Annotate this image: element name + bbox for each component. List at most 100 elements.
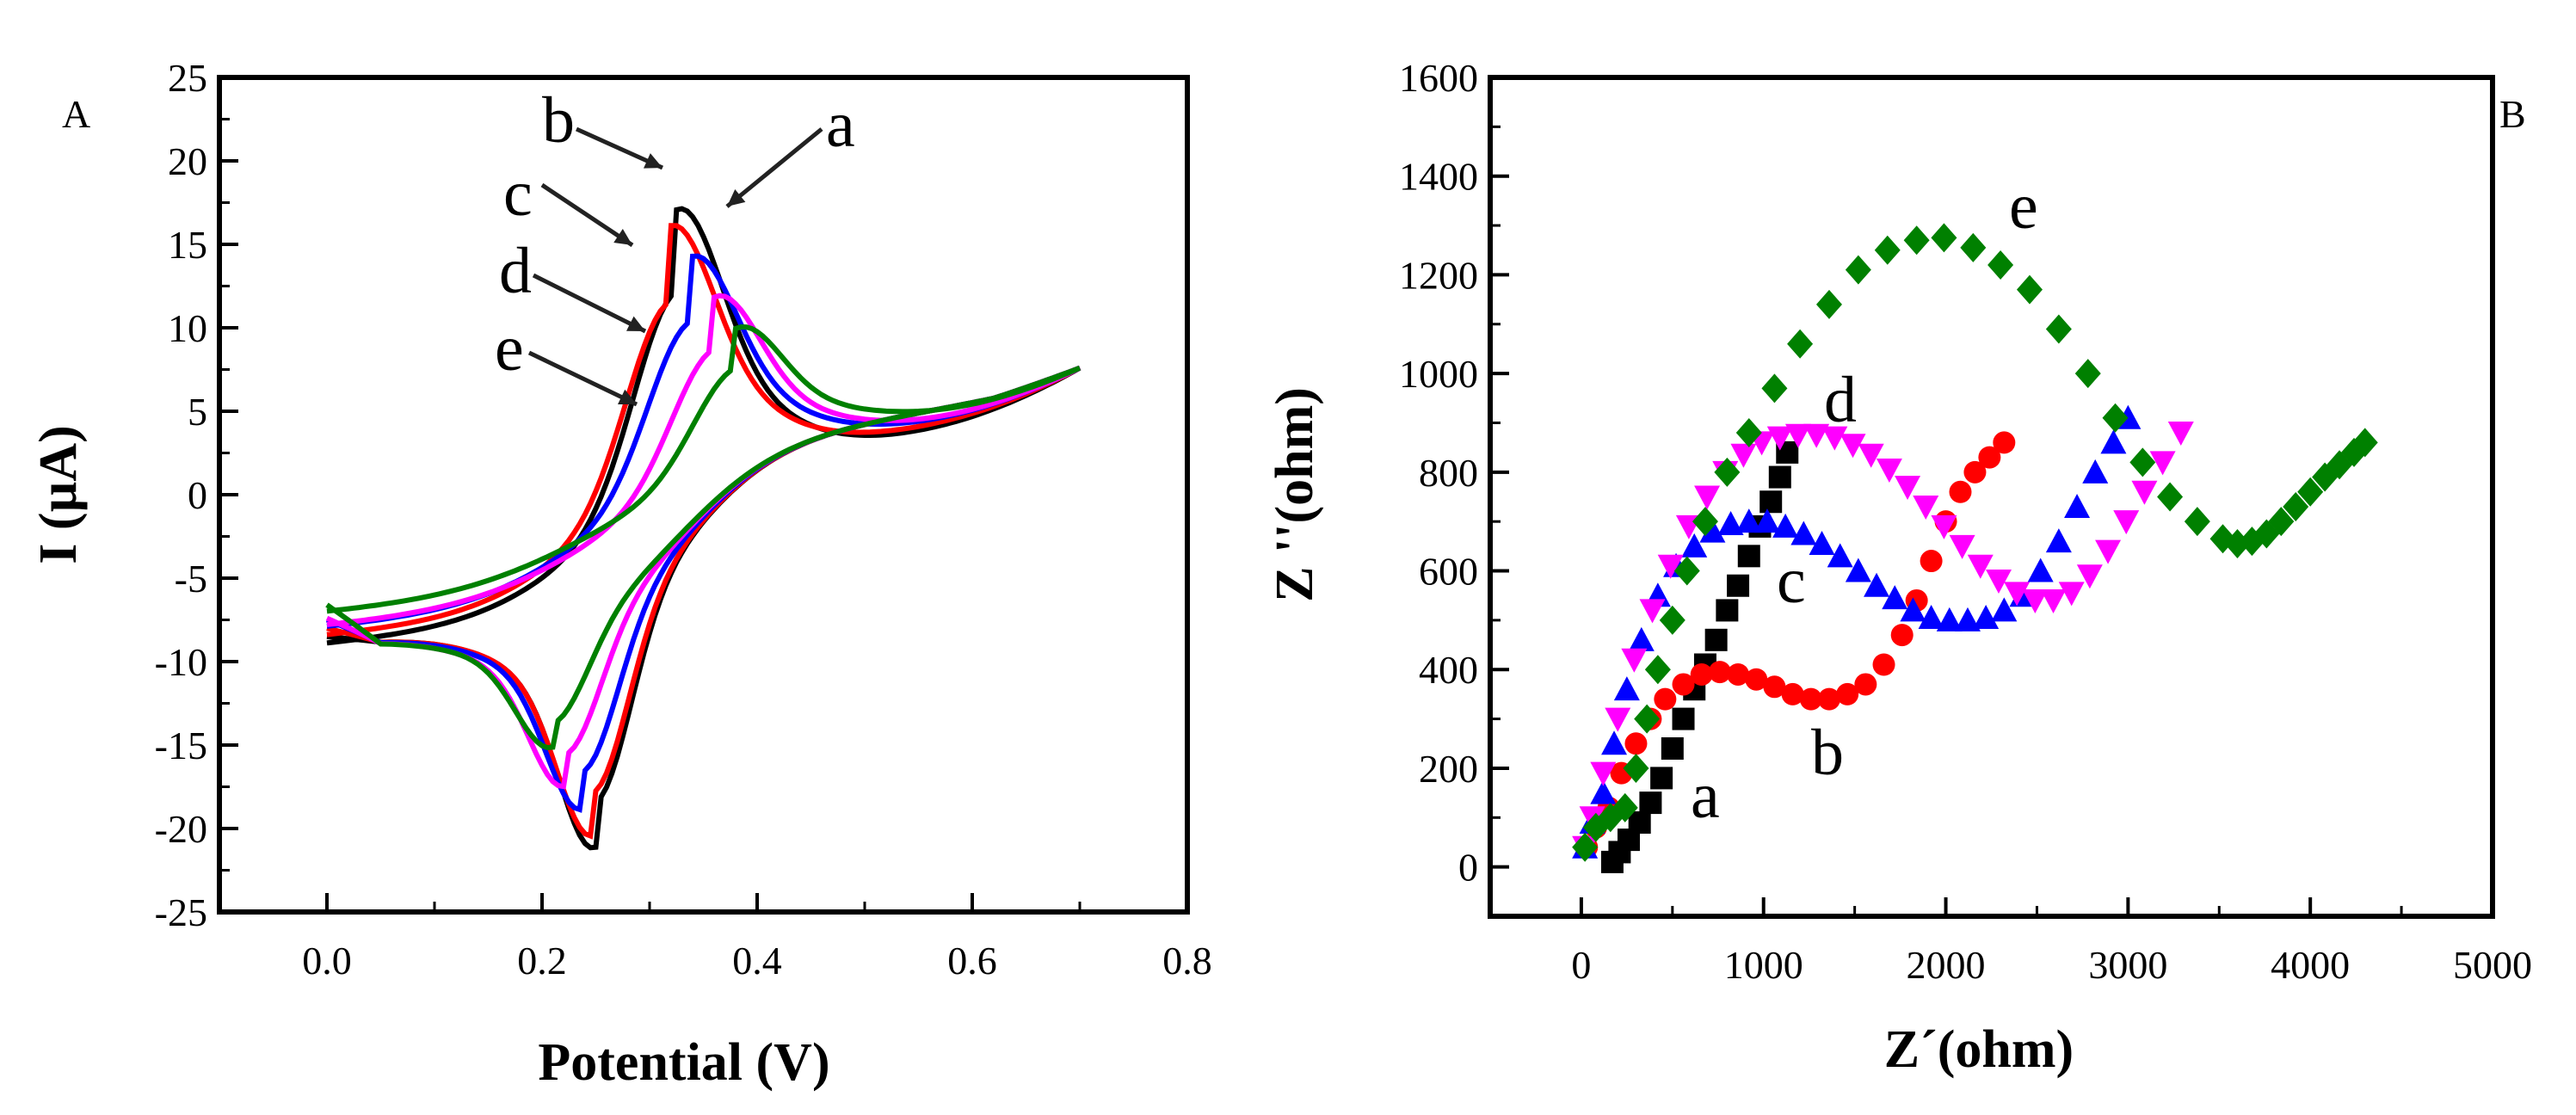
b-point-e [2341, 437, 2368, 467]
b-series-d [1572, 421, 2194, 860]
b-point-c [1790, 521, 1817, 545]
b-series-label-e: e [2009, 170, 2038, 243]
panel-a-ticks: 25 20 15 10 5 0 -5 -10 -15 -20 -25 0.0 0.2 0.4 0.6 0.8 [155, 56, 1212, 983]
b-point-e [2351, 428, 2378, 458]
b-point-d [2113, 510, 2140, 535]
b-point-e [1673, 556, 1700, 586]
a-label-arrowhead-d [626, 316, 645, 331]
b-point-b [1854, 673, 1877, 696]
b-x-tick-label: 1000 [1724, 943, 1803, 987]
b-point-e [2297, 477, 2324, 507]
b-point-b [1799, 687, 1822, 711]
a-curve-label-a: a [826, 89, 855, 161]
b-point-c [2027, 558, 2054, 582]
b-point-c [1882, 585, 1908, 610]
b-point-a [1727, 574, 1750, 597]
b-x-tick-label: 0 [1571, 943, 1591, 987]
b-point-d [2167, 421, 2194, 446]
b-point-c [1809, 530, 1835, 555]
panel-b-x-axis-title: Z´(ohm) [1884, 1020, 2074, 1079]
panel-a-plot-frame [217, 75, 1190, 915]
a-curve-label-c: c [503, 157, 533, 230]
b-point-b [1836, 682, 1859, 705]
b-point-d [1858, 443, 1884, 468]
b-point-c [1918, 605, 1944, 630]
panel-b-series [1572, 223, 2378, 873]
a-label-arrowhead-b [644, 153, 662, 169]
panel-b-y-axis-title: Z ''(ohm) [1266, 387, 1324, 602]
a-label-arrow-c [540, 182, 634, 248]
a-y-tick-label: 0 [188, 473, 207, 517]
b-series-label-a: a [1691, 760, 1720, 832]
b-x-tick-label: 3000 [2088, 943, 2167, 987]
b-point-b [1672, 673, 1695, 696]
b-point-e [1572, 832, 1599, 862]
b-point-d [1876, 458, 1902, 483]
panel-b-plot-frame [1488, 75, 2495, 919]
b-y-tick-label: 1000 [1399, 352, 1478, 396]
b-point-c [1628, 626, 1655, 651]
b-point-d [2149, 451, 2176, 476]
b-point-b [1690, 662, 1713, 686]
b-point-e [1644, 655, 1671, 685]
b-y-tick-label: 800 [1419, 451, 1478, 495]
b-point-a [1737, 545, 1760, 568]
a-x-tick-label: 0.4 [732, 939, 782, 983]
b-point-d [2076, 564, 2103, 589]
b-point-e [1903, 225, 1930, 256]
b-y-tick-label: 400 [1419, 648, 1478, 692]
b-point-e [1815, 289, 1842, 319]
b-point-e [1714, 457, 1741, 487]
b-point-c [1753, 508, 1780, 533]
a-curve-a [326, 206, 1082, 851]
b-point-d [2004, 582, 2031, 607]
a-y-tick-label: 20 [168, 139, 207, 183]
b-point-e [2283, 491, 2309, 521]
b-point-e [1960, 232, 1987, 262]
a-curve-d [325, 293, 1082, 790]
b-point-c [1954, 607, 1981, 631]
b-point-e [2045, 314, 2072, 344]
a-label-arrow-a [725, 127, 823, 208]
b-point-e [1874, 235, 1901, 265]
a-y-tick-label: -5 [175, 557, 207, 601]
panel-a-chart: A 25 20 15 10 5 0 -5 -10 -15 -20 -25 0.0 0.2 0.4 0.6 0.… [29, 56, 1212, 1092]
b-point-e [1987, 249, 2014, 280]
a-label-arrowhead-a [727, 189, 746, 206]
b-point-c [1699, 518, 1726, 543]
b-point-c [1973, 605, 2000, 630]
b-point-d [1639, 599, 1666, 624]
b-point-d [1949, 534, 1975, 559]
b-point-e [2268, 507, 2295, 537]
b-point-b [1949, 480, 1972, 503]
b-point-d [1605, 707, 1631, 732]
b-point-a [1661, 737, 1684, 760]
panel-a-y-axis-title: I (µA) [29, 425, 88, 564]
b-point-c [1772, 513, 1799, 538]
b-point-b [1993, 431, 2016, 454]
b-point-d [1913, 495, 1939, 520]
b-point-c [1936, 607, 1963, 631]
a-curve-c [325, 253, 1082, 813]
b-point-d [1694, 485, 1721, 510]
b-point-e [2157, 482, 2184, 512]
a-curve-label-e: e [495, 312, 524, 385]
b-point-d [1985, 570, 2012, 594]
a-label-arrowhead-e [618, 389, 637, 405]
b-point-b [1727, 662, 1750, 686]
b-point-d [1590, 761, 1617, 786]
a-x-tick-label: 0.6 [947, 939, 997, 983]
b-point-c [1717, 511, 1744, 536]
b-point-b [1654, 687, 1677, 711]
b-point-e [2016, 274, 2043, 305]
b-point-c [1601, 730, 1628, 755]
b-point-e [2184, 507, 2210, 537]
a-label-arrow-d [532, 273, 647, 334]
b-point-b [1817, 687, 1840, 711]
b-point-e [1623, 753, 1649, 783]
panel-b-letter: B [2499, 92, 2526, 136]
b-point-e [1761, 373, 1788, 403]
